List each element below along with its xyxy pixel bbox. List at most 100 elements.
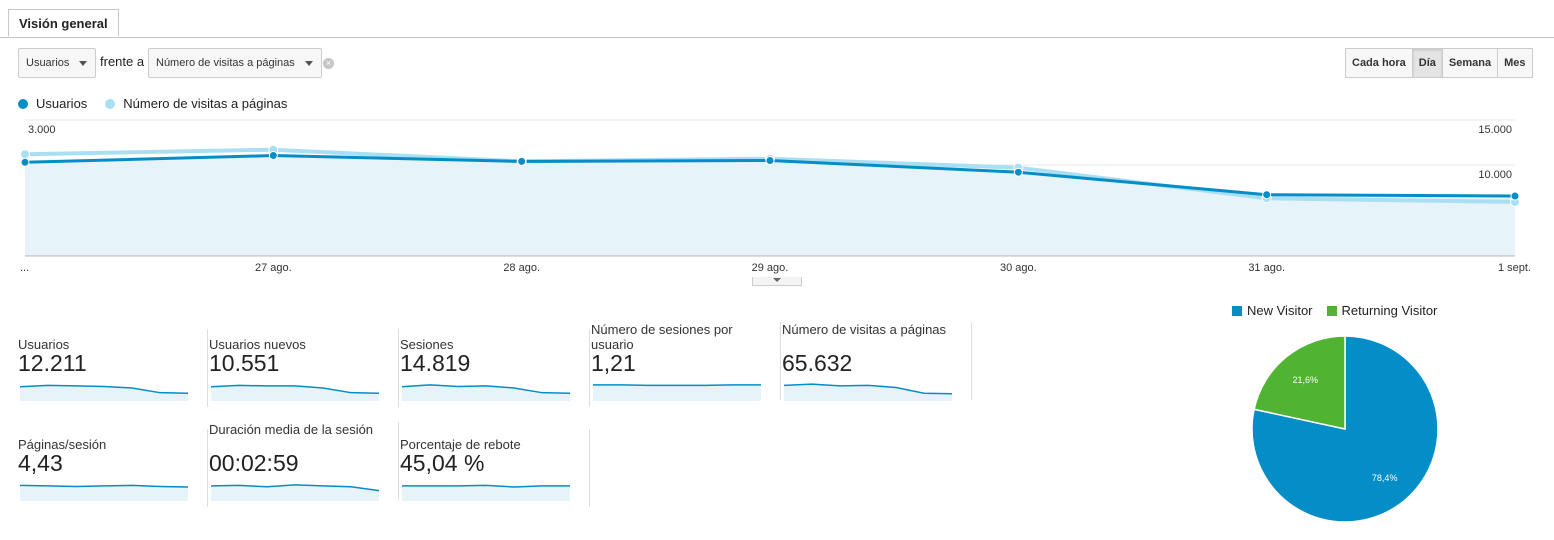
tab-bar: Visión general bbox=[0, 0, 1554, 38]
granularity-hourly-button[interactable]: Cada hora bbox=[1345, 48, 1413, 78]
metric-tile[interactable]: Duración media de la sesión 00:02:59 bbox=[209, 422, 399, 519]
pie-slice bbox=[1253, 335, 1346, 430]
legend-label: Usuarios bbox=[36, 96, 88, 111]
metric-value: 14.819 bbox=[400, 350, 471, 376]
metric-sparkline bbox=[593, 384, 761, 401]
metric-sparkline bbox=[210, 484, 380, 501]
pie-legend-item-returning[interactable]: Returning Visitor bbox=[1326, 303, 1438, 318]
chart-resize-handle[interactable] bbox=[752, 277, 802, 286]
compare-metric-dropdown-label: Número de visitas a páginas bbox=[156, 57, 295, 69]
granularity-week-button[interactable]: Semana bbox=[1441, 48, 1499, 78]
metric-label: Número de visitas a páginas bbox=[782, 322, 947, 337]
metric-dropdown[interactable]: Usuarios bbox=[18, 48, 97, 78]
tile-divider bbox=[207, 329, 208, 407]
legend-swatch-icon bbox=[1326, 305, 1337, 316]
metric-tile[interactable]: Porcentaje de rebote 45,04 % bbox=[400, 429, 590, 519]
metric-label: Duración media de la sesión bbox=[209, 422, 374, 437]
metric-sparkline bbox=[783, 383, 953, 401]
metric-label: Páginas/sesión bbox=[18, 437, 107, 452]
sparkline-line bbox=[402, 484, 570, 488]
chart-legend: Usuarios Número de visitas a páginas bbox=[18, 96, 305, 111]
legend-label: Número de visitas a páginas bbox=[123, 96, 288, 111]
metric-dropdown-label: Usuarios bbox=[26, 57, 70, 69]
series-area bbox=[25, 155, 1515, 255]
x-tick-label: 27 ago. bbox=[255, 262, 292, 274]
metric-value: 65.632 bbox=[782, 350, 853, 376]
series-dot-icon bbox=[18, 98, 28, 109]
metric-sparkline bbox=[19, 384, 189, 401]
compare-label: frente a bbox=[100, 54, 145, 69]
metric-sparkline bbox=[401, 384, 571, 401]
sparkline-line bbox=[210, 484, 380, 492]
metric-label: Usuarios nuevos bbox=[209, 337, 306, 352]
tile-divider bbox=[398, 422, 399, 500]
x-tick-label: 29 ago. bbox=[752, 262, 789, 274]
pie-legend-label: Returning Visitor bbox=[1341, 303, 1438, 318]
x-tick-label: ... bbox=[20, 262, 29, 274]
pie-slice-label: 21,6% bbox=[1293, 375, 1319, 385]
pie-slice-label: 78,4% bbox=[1372, 473, 1398, 483]
sparkline-line bbox=[783, 383, 953, 395]
metric-value: 10.551 bbox=[209, 350, 280, 376]
pie-legend-item-new[interactable]: New Visitor bbox=[1232, 303, 1313, 318]
pie-legend-label: New Visitor bbox=[1247, 303, 1313, 318]
granularity-month-button[interactable]: Mes bbox=[1497, 48, 1533, 78]
chevron-down-icon bbox=[79, 61, 88, 66]
tab-overview[interactable]: Visión general bbox=[8, 9, 119, 37]
clear-compare-icon[interactable]: × bbox=[323, 58, 334, 69]
granularity-selector: Cada hora Día Semana Mes bbox=[1345, 48, 1533, 78]
metric-label: Número de sesiones por usuario bbox=[591, 322, 733, 352]
pie-chart[interactable]: 78,4% 21,6% bbox=[1250, 334, 1440, 524]
metric-tile[interactable]: Usuarios nuevos 10.551 bbox=[209, 329, 399, 419]
metric-tile[interactable]: Número de sesiones por usuario 1,21 bbox=[591, 322, 781, 419]
tile-divider bbox=[780, 322, 781, 400]
sparkline-line bbox=[593, 384, 761, 387]
data-point-usuarios bbox=[20, 157, 30, 167]
sparkline-area bbox=[402, 384, 570, 401]
tile-divider bbox=[589, 329, 590, 407]
metric-sparkline bbox=[210, 384, 380, 401]
sparkline-line bbox=[210, 384, 380, 394]
metric-tile[interactable]: Usuarios 12.211 bbox=[18, 329, 208, 419]
tab-divider bbox=[0, 37, 1554, 38]
tile-divider bbox=[971, 322, 972, 400]
data-point-pageviews bbox=[20, 149, 30, 160]
sparkline-area bbox=[20, 385, 188, 401]
metric-value: 4,43 bbox=[18, 450, 63, 476]
chevron-down-icon bbox=[304, 61, 313, 66]
metric-tile[interactable]: Páginas/sesión 4,43 bbox=[18, 429, 208, 519]
granularity-day-button[interactable]: Día bbox=[1411, 48, 1443, 78]
sparkline-area bbox=[784, 384, 952, 401]
sparkline-line bbox=[19, 484, 189, 488]
series-dot-icon bbox=[105, 98, 116, 109]
data-point-usuarios bbox=[1510, 191, 1520, 201]
y-right-tick-label: 15.000 bbox=[1478, 124, 1512, 136]
legend-swatch-icon bbox=[1232, 305, 1242, 316]
tile-divider bbox=[398, 329, 399, 407]
metric-value: 1,21 bbox=[591, 350, 636, 376]
metric-tile[interactable]: Número de visitas a páginas 65.632 bbox=[782, 322, 972, 419]
pie-legend: New Visitor Returning Visitor bbox=[1232, 303, 1451, 318]
tile-divider bbox=[589, 429, 590, 507]
sparkline-area bbox=[20, 485, 188, 501]
x-tick-label: 31 ago. bbox=[1248, 262, 1285, 274]
metric-sparkline bbox=[402, 484, 570, 501]
compare-metric-dropdown[interactable]: Número de visitas a páginas bbox=[148, 48, 322, 78]
sparkline-line bbox=[19, 384, 189, 394]
metric-value: 12.211 bbox=[18, 350, 87, 376]
data-point-usuarios bbox=[1262, 190, 1272, 200]
data-point-usuarios bbox=[517, 156, 527, 166]
y-left-tick-label: 3.000 bbox=[28, 124, 56, 136]
tile-divider bbox=[207, 429, 208, 507]
sparkline-area bbox=[402, 485, 570, 501]
data-point-usuarios bbox=[268, 151, 278, 161]
data-point-usuarios bbox=[1013, 167, 1023, 177]
metric-sparkline bbox=[19, 484, 189, 501]
metric-tile[interactable]: Sesiones 14.819 bbox=[400, 329, 590, 419]
legend-item-pageviews[interactable]: Número de visitas a páginas bbox=[105, 96, 287, 111]
metric-value: 45,04 % bbox=[400, 450, 485, 476]
x-tick-label: 30 ago. bbox=[1000, 262, 1037, 274]
metric-label: Usuarios bbox=[18, 337, 70, 352]
legend-item-usuarios[interactable]: Usuarios bbox=[18, 96, 87, 111]
